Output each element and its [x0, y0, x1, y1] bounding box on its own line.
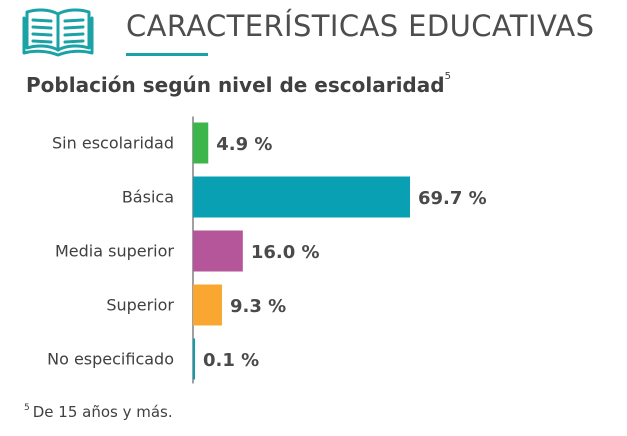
open-book-icon — [22, 8, 94, 57]
category-label: Básica — [122, 188, 174, 207]
chart-title: Población según nivel de escolaridad5 — [26, 71, 451, 97]
bar — [193, 176, 410, 218]
value-label: 69.7 % — [418, 188, 487, 209]
value-label: 16.0 % — [251, 242, 320, 263]
chart-title-text: Población según nivel de escolaridad — [26, 73, 445, 97]
bar — [193, 284, 222, 326]
bar — [193, 230, 243, 272]
category-label: Sin escolaridad — [52, 134, 174, 153]
chart-title-footnote-marker: 5 — [444, 71, 451, 82]
bar — [193, 338, 195, 380]
category-label: No especificado — [47, 350, 174, 369]
category-label: Media superior — [55, 242, 174, 261]
value-label: 9.3 % — [230, 296, 286, 317]
footnote-text: De 15 años y más. — [32, 403, 173, 421]
footnote: 5 De 15 años y más. — [24, 403, 173, 421]
value-label: 4.9 % — [216, 134, 272, 155]
category-label: Superior — [106, 296, 174, 315]
bar-chart: Sin escolaridad 4.9 % Básica 69.7 % Media su… — [47, 116, 487, 384]
footnote-marker: 5 — [24, 403, 30, 413]
header: CARACTERÍSTICAS EDUCATIVAS — [0, 0, 627, 70]
title-underline — [126, 53, 208, 56]
bar — [193, 122, 209, 164]
value-label: 0.1 % — [203, 350, 259, 371]
section-title: CARACTERÍSTICAS EDUCATIVAS — [126, 9, 595, 43]
